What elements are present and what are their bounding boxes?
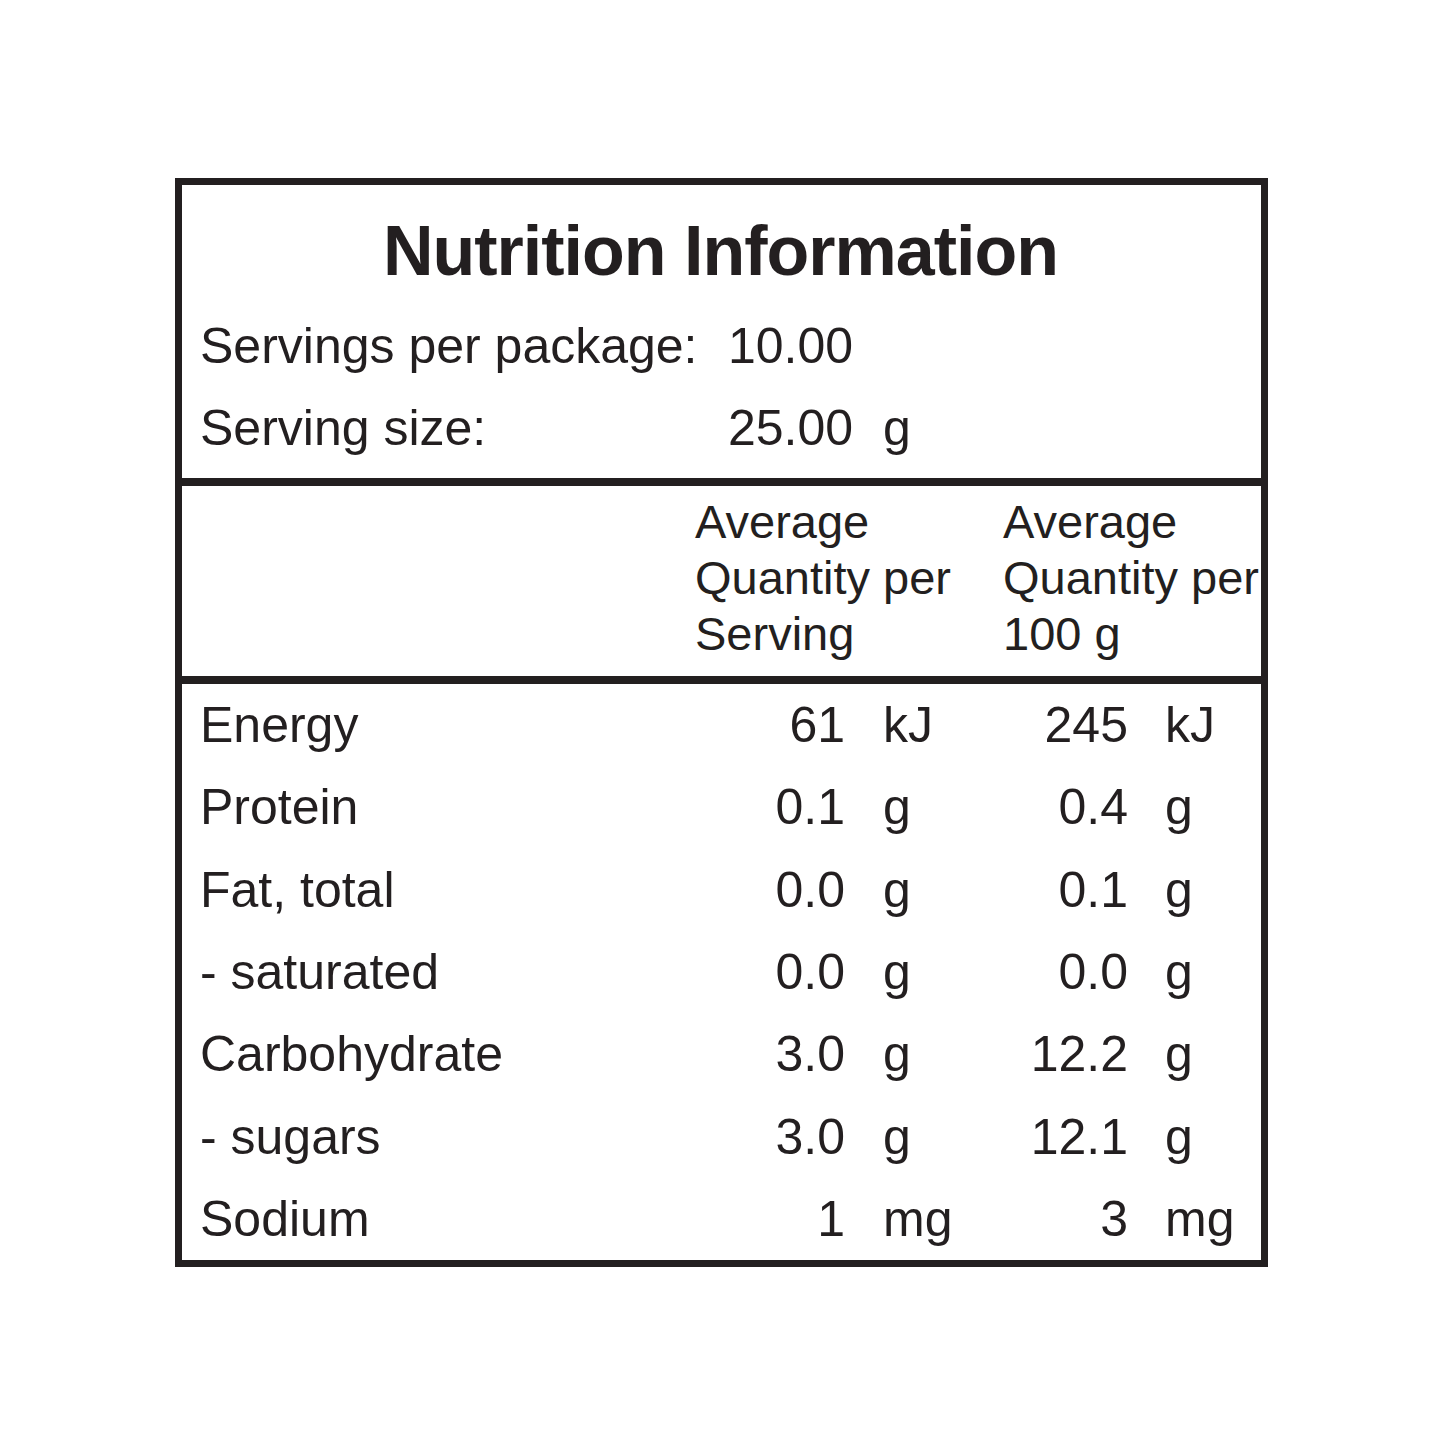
column-header-per-100g: Average Quantity per 100 g [1003, 494, 1261, 676]
per-serving-value: 0.1 [695, 778, 845, 836]
per-serving-value: 0.0 [695, 861, 845, 919]
section-divider [182, 676, 1261, 684]
per-serving-value: 3.0 [695, 1025, 845, 1083]
column-header-per-serving: Average Quantity per Serving [695, 494, 1003, 676]
table-row-sugars: - sugars 3.0 g 12.1 g [200, 1095, 1241, 1177]
serving-info-section: Nutrition Information Servings per packa… [182, 185, 1261, 478]
per-serving-value: 3.0 [695, 1108, 845, 1166]
nutrient-name: Carbohydrate [200, 1025, 695, 1083]
servings-per-package-label: Servings per package: [200, 305, 728, 387]
per-serving-value: 0.0 [695, 943, 845, 1001]
per-100g-value: 0.4 [1003, 778, 1128, 836]
per-serving-unit: g [883, 1108, 1003, 1166]
table-row-saturated-fat: - saturated 0.0 g 0.0 g [200, 931, 1241, 1013]
per-serving-unit: g [883, 778, 1003, 836]
table-row-energy: Energy 61 kJ 245 kJ [200, 684, 1241, 766]
table-row-protein: Protein 0.1 g 0.4 g [200, 766, 1241, 848]
per-100g-value: 12.1 [1003, 1108, 1128, 1166]
servings-per-package-value: 10.00 [728, 305, 883, 387]
per-100g-unit: g [1165, 1108, 1241, 1166]
nutrient-name: Fat, total [200, 861, 695, 919]
per-100g-value: 245 [1003, 696, 1128, 754]
per-100g-value: 12.2 [1003, 1025, 1128, 1083]
column-headers-section: Average Quantity per Serving Average Qua… [182, 486, 1261, 676]
per-100g-value: 0.0 [1003, 943, 1128, 1001]
per-serving-unit: kJ [883, 696, 1003, 754]
per-serving-unit: g [883, 861, 1003, 919]
per-serving-value: 1 [695, 1190, 845, 1248]
per-serving-value: 61 [695, 696, 845, 754]
per-100g-unit: g [1165, 778, 1241, 836]
nutrient-name: Sodium [200, 1190, 695, 1248]
nutrient-name: Energy [200, 696, 695, 754]
per-100g-unit: mg [1165, 1190, 1241, 1248]
per-100g-unit: kJ [1165, 696, 1241, 754]
per-serving-unit: mg [883, 1190, 1003, 1248]
nutrient-table: Energy 61 kJ 245 kJ Protein 0.1 g 0.4 g … [182, 684, 1261, 1260]
header-spacer [200, 494, 695, 676]
servings-per-package-row: Servings per package: 10.00 [200, 305, 1241, 387]
serving-size-unit: g [883, 387, 1241, 469]
serving-size-value: 25.00 [728, 387, 883, 469]
servings-per-package-unit [883, 305, 1241, 387]
table-row-carbohydrate: Carbohydrate 3.0 g 12.2 g [200, 1013, 1241, 1095]
serving-size-row: Serving size: 25.00 g [200, 387, 1241, 469]
panel-title: Nutrition Information [200, 211, 1241, 291]
table-row-fat-total: Fat, total 0.0 g 0.1 g [200, 849, 1241, 931]
table-row-sodium: Sodium 1 mg 3 mg [200, 1178, 1241, 1260]
section-divider [182, 478, 1261, 486]
per-100g-value: 3 [1003, 1190, 1128, 1248]
per-100g-unit: g [1165, 1025, 1241, 1083]
nutrition-information-panel: Nutrition Information Servings per packa… [175, 178, 1268, 1267]
nutrient-name: Protein [200, 778, 695, 836]
per-100g-value: 0.1 [1003, 861, 1128, 919]
nutrient-name: - sugars [200, 1108, 695, 1166]
nutrient-name: - saturated [200, 943, 695, 1001]
per-serving-unit: g [883, 943, 1003, 1001]
per-100g-unit: g [1165, 943, 1241, 1001]
serving-size-label: Serving size: [200, 387, 728, 469]
per-serving-unit: g [883, 1025, 1003, 1083]
per-100g-unit: g [1165, 861, 1241, 919]
